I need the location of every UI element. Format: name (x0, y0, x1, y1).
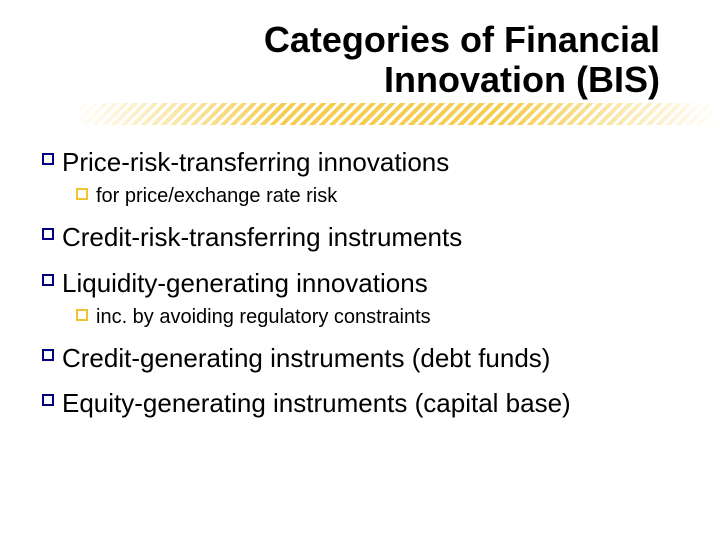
list-item-text: Liquidity-generating innovations (62, 268, 428, 299)
list-item: Price-risk-transferring innovations (42, 147, 680, 178)
list-item: Credit-generating instruments (debt fund… (42, 343, 680, 374)
list-subitem: inc. by avoiding regulatory constraints (76, 305, 680, 329)
list-subitem: for price/exchange rate risk (76, 184, 680, 208)
title-line-1: Categories of Financial (40, 20, 660, 60)
list-item: Credit-risk-transferring instruments (42, 222, 680, 253)
square-bullet-icon (42, 227, 54, 245)
list-subitem-text: for price/exchange rate risk (96, 184, 337, 208)
list-item-text: Credit-generating instruments (debt fund… (62, 343, 550, 374)
square-bullet-icon (42, 393, 54, 411)
list-item: Liquidity-generating innovations (42, 268, 680, 299)
list-item-text: Price-risk-transferring innovations (62, 147, 449, 178)
list-item: Equity-generating instruments (capital b… (42, 388, 680, 419)
title-line-2: Innovation (BIS) (40, 60, 660, 100)
square-bullet-icon (76, 187, 88, 205)
square-bullet-icon (42, 348, 54, 366)
list-item-text: Equity-generating instruments (capital b… (62, 388, 571, 419)
bullet-list: Price-risk-transferring innovations for … (40, 147, 680, 419)
list-subitem-text: inc. by avoiding regulatory constraints (96, 305, 431, 329)
slide-title-block: Categories of Financial Innovation (BIS) (40, 20, 680, 99)
square-bullet-icon (76, 308, 88, 326)
square-bullet-icon (42, 152, 54, 170)
square-bullet-icon (42, 273, 54, 291)
list-item-text: Credit-risk-transferring instruments (62, 222, 462, 253)
title-underline (0, 103, 720, 129)
